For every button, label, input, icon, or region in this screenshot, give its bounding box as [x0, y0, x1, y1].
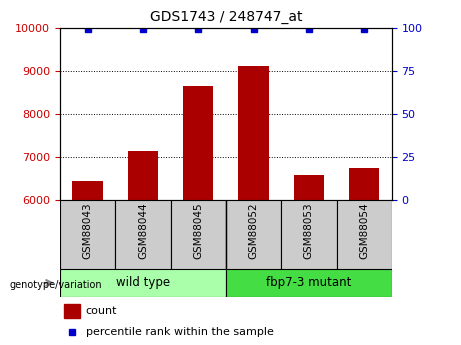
- Bar: [238, 66, 269, 200]
- Text: GSM88054: GSM88054: [359, 202, 369, 259]
- Bar: [60, 269, 226, 297]
- Text: GSM88045: GSM88045: [193, 202, 203, 259]
- Text: GSM88052: GSM88052: [248, 202, 259, 259]
- Bar: [337, 200, 392, 269]
- Bar: [294, 175, 324, 200]
- Text: GSM88044: GSM88044: [138, 202, 148, 259]
- Bar: [115, 200, 171, 269]
- Bar: [128, 150, 158, 200]
- Text: GSM88043: GSM88043: [83, 202, 93, 259]
- Bar: [72, 181, 103, 200]
- Title: GDS1743 / 248747_at: GDS1743 / 248747_at: [150, 10, 302, 24]
- Text: fbp7-3 mutant: fbp7-3 mutant: [266, 276, 352, 289]
- Text: genotype/variation: genotype/variation: [9, 280, 102, 289]
- Bar: [60, 200, 115, 269]
- Bar: [64, 304, 80, 317]
- Bar: [226, 269, 392, 297]
- Bar: [281, 200, 337, 269]
- Bar: [171, 200, 226, 269]
- Text: percentile rank within the sample: percentile rank within the sample: [86, 327, 274, 337]
- Text: wild type: wild type: [116, 276, 170, 289]
- Bar: [226, 200, 281, 269]
- Bar: [183, 86, 213, 200]
- Bar: [349, 168, 379, 200]
- Text: count: count: [86, 306, 117, 316]
- Text: GSM88053: GSM88053: [304, 202, 314, 259]
